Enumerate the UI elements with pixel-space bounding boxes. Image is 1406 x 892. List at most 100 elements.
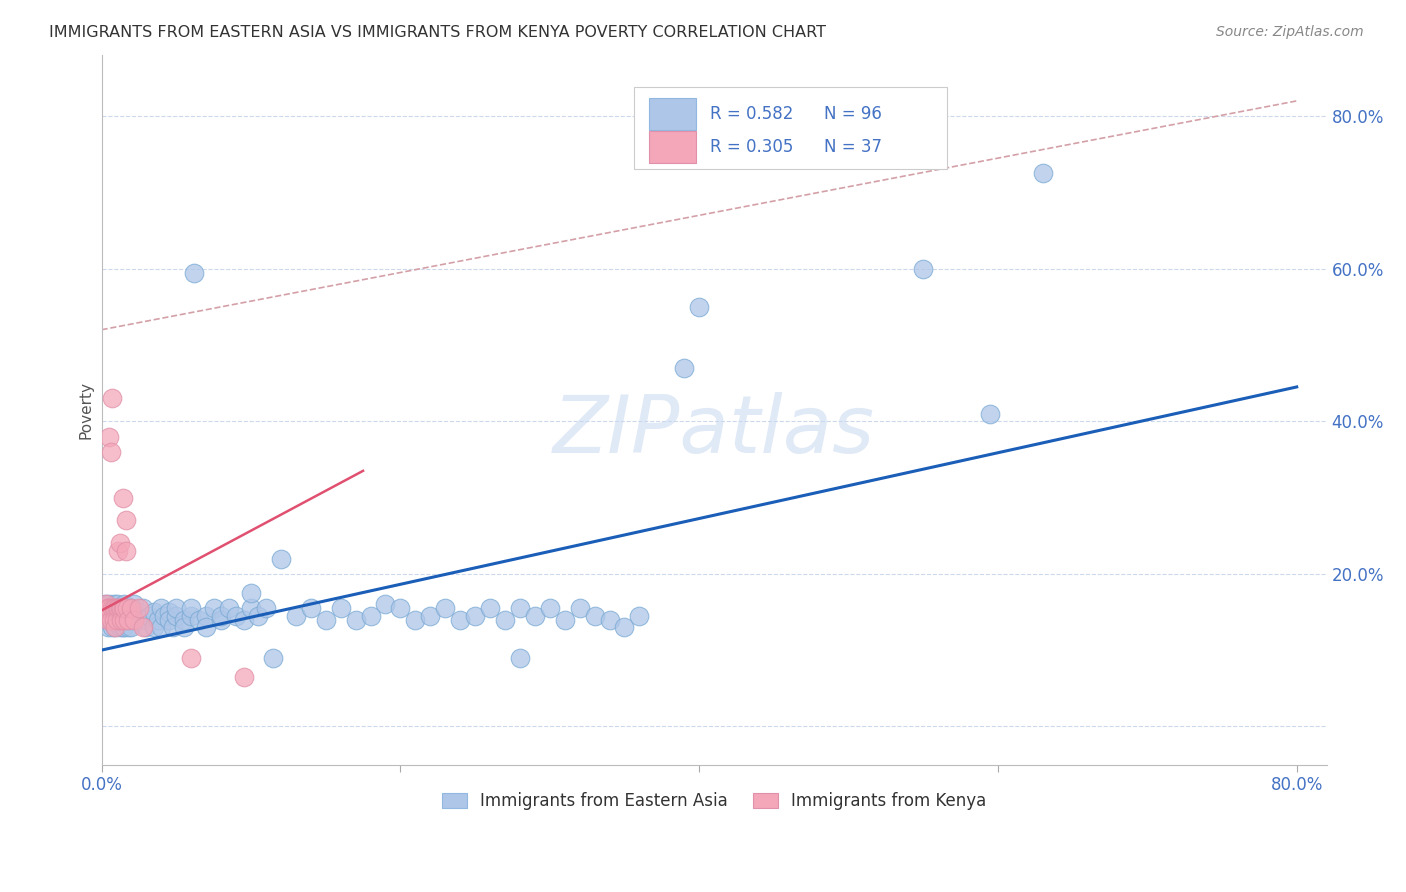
Point [613, 620, 636, 634]
Point [108, 608, 131, 623]
Point [173, 620, 195, 634]
Point [114, 513, 136, 527]
Point [247, 608, 270, 623]
Point [107, 544, 129, 558]
Point [105, 613, 128, 627]
Point [103, 613, 125, 627]
Point [434, 601, 457, 615]
Point [135, 613, 157, 627]
Y-axis label: Poverty: Poverty [79, 381, 93, 439]
Point [110, 613, 132, 627]
Point [195, 620, 218, 634]
Point [128, 605, 150, 619]
Point [240, 601, 263, 615]
Point [135, 620, 157, 634]
Point [111, 491, 134, 505]
Point [688, 300, 710, 314]
Point [97, 613, 120, 627]
Point [270, 551, 292, 566]
Point [114, 608, 136, 623]
Point [128, 613, 150, 627]
Point [315, 613, 337, 627]
Point [538, 601, 561, 615]
Point [180, 601, 202, 615]
Point [374, 598, 396, 612]
Point [142, 620, 165, 634]
Point [419, 608, 441, 623]
Point [157, 613, 180, 627]
Point [449, 613, 471, 627]
Point [599, 613, 621, 627]
FancyBboxPatch shape [634, 87, 946, 169]
Point [299, 601, 322, 615]
Point [105, 598, 128, 612]
Point [148, 613, 170, 627]
Text: N = 96: N = 96 [824, 105, 882, 123]
Point [115, 601, 138, 615]
Point [103, 598, 125, 612]
Point [284, 608, 307, 623]
Point [108, 620, 131, 634]
Point [100, 601, 122, 615]
Point [121, 620, 143, 634]
Point [209, 613, 232, 627]
Point [157, 605, 180, 619]
Point [232, 670, 254, 684]
Point [389, 601, 412, 615]
Point [100, 613, 122, 627]
Point [94, 613, 117, 627]
Point [101, 392, 124, 406]
Point [344, 613, 367, 627]
Point [218, 601, 240, 615]
Bar [650, 98, 696, 130]
Point [195, 608, 218, 623]
Point [108, 601, 131, 615]
Point [93, 601, 115, 615]
Point [180, 650, 202, 665]
Point [98, 601, 121, 615]
Point [104, 608, 127, 623]
Point [112, 620, 135, 634]
Point [101, 601, 124, 615]
Point [183, 266, 205, 280]
Point [94, 598, 117, 612]
Point [187, 613, 209, 627]
Point [112, 601, 135, 615]
Point [112, 598, 135, 612]
Point [165, 608, 187, 623]
Text: IMMIGRANTS FROM EASTERN ASIA VS IMMIGRANTS FROM KENYA POVERTY CORRELATION CHART: IMMIGRANTS FROM EASTERN ASIA VS IMMIGRAN… [49, 25, 827, 40]
Point [128, 601, 150, 615]
Point [673, 360, 696, 375]
Point [97, 601, 120, 615]
Point [165, 601, 187, 615]
Point [118, 613, 141, 627]
Point [180, 608, 202, 623]
Point [329, 601, 352, 615]
Point [628, 608, 651, 623]
Point [124, 613, 146, 627]
Point [202, 601, 225, 615]
Point [101, 605, 124, 619]
Point [404, 613, 426, 627]
Text: Source: ZipAtlas.com: Source: ZipAtlas.com [1216, 25, 1364, 39]
Point [97, 620, 120, 634]
Point [124, 598, 146, 612]
Point [94, 605, 117, 619]
Point [254, 601, 277, 615]
Point [494, 613, 516, 627]
Point [138, 608, 160, 623]
Point [97, 601, 120, 615]
Point [107, 613, 129, 627]
Point [509, 650, 531, 665]
Point [225, 608, 247, 623]
Text: ZIPatlas: ZIPatlas [553, 392, 875, 470]
Point [240, 586, 263, 600]
Point [103, 613, 125, 627]
Point [111, 601, 134, 615]
Point [117, 613, 139, 627]
Point [104, 620, 127, 634]
Point [150, 620, 173, 634]
Point [105, 605, 128, 619]
Point [103, 601, 125, 615]
Point [110, 613, 132, 627]
